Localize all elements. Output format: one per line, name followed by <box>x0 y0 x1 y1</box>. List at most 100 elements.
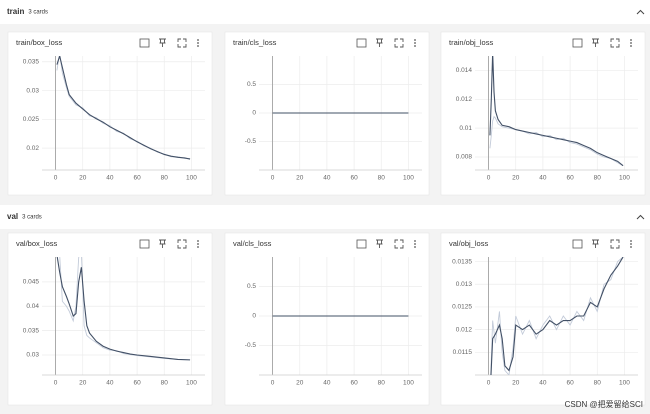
y-tick-label: 0.013 <box>456 281 473 288</box>
menu-dot[interactable] <box>630 39 632 41</box>
x-tick-label: 40 <box>106 175 114 182</box>
x-tick-label: 100 <box>186 175 197 182</box>
series-line <box>56 56 191 160</box>
x-tick-label: 60 <box>133 175 141 182</box>
expand-icon[interactable] <box>610 38 620 48</box>
x-tick-label: 0 <box>487 380 491 387</box>
y-tick-label: 0.008 <box>456 154 473 161</box>
collapse-icon[interactable] <box>636 9 645 15</box>
card-title: train/obj_loss <box>449 38 493 47</box>
x-tick-label: 80 <box>161 380 169 387</box>
series-line <box>490 257 624 375</box>
image-icon[interactable] <box>356 239 367 249</box>
y-tick-label: 0.012 <box>456 326 473 333</box>
menu-dot[interactable] <box>197 243 199 245</box>
x-tick-label: 40 <box>106 380 114 387</box>
card: train/cls_loss 0 20 40 60 80 100 -0.5 0 0.5 <box>224 31 430 196</box>
x-tick-label: 100 <box>619 175 630 182</box>
y-tick-label: 0.014 <box>456 67 473 74</box>
pin-icon[interactable] <box>376 38 383 47</box>
series-line <box>56 257 191 361</box>
pin-icon[interactable] <box>376 239 383 248</box>
card-title: val/obj_loss <box>449 239 488 248</box>
card: train/obj_loss 0 20 40 60 80 100 0.008 0.01 0.012… <box>440 31 646 196</box>
image-icon[interactable] <box>356 38 367 48</box>
x-tick-label: 0 <box>54 175 58 182</box>
section-title: train <box>7 7 24 16</box>
pin-icon[interactable] <box>159 38 166 47</box>
menu-dot[interactable] <box>414 45 416 47</box>
x-tick-label: 60 <box>566 380 574 387</box>
card: train/box_loss 0 20 40 60 80 100 0.02 0.025 0.03 0… <box>7 31 213 196</box>
menu-dot[interactable] <box>630 246 632 248</box>
x-tick-label: 80 <box>378 380 386 387</box>
card: val/cls_loss 0 20 40 60 80 100 -0.5 0 0.5 <box>224 232 430 406</box>
section-count: 3 cards <box>22 215 42 221</box>
x-tick-label: 80 <box>378 175 386 182</box>
y-tick-label: 0.035 <box>23 327 40 334</box>
menu-dot[interactable] <box>197 45 199 47</box>
y-tick-label: 0 <box>252 313 256 320</box>
x-tick-label: 80 <box>594 380 602 387</box>
expand-icon[interactable] <box>177 38 187 48</box>
x-tick-label: 0 <box>54 380 58 387</box>
x-tick-label: 100 <box>619 380 630 387</box>
pin-icon[interactable] <box>159 239 166 248</box>
y-tick-label: 0.035 <box>23 58 40 65</box>
y-tick-label: 0.045 <box>23 279 40 286</box>
y-tick-label: -0.5 <box>245 138 257 145</box>
menu-dot[interactable] <box>414 42 416 44</box>
y-tick-label: 0.5 <box>247 283 256 290</box>
image-icon[interactable] <box>572 239 583 249</box>
x-tick-label: 100 <box>186 380 197 387</box>
expand-icon[interactable] <box>394 38 404 48</box>
x-tick-label: 0 <box>487 175 491 182</box>
x-tick-label: 80 <box>594 175 602 182</box>
y-tick-label: 0.04 <box>26 303 39 310</box>
menu-dot[interactable] <box>414 39 416 41</box>
menu-dot[interactable] <box>414 246 416 248</box>
x-tick-label: 60 <box>350 175 358 182</box>
collapse-icon[interactable] <box>636 214 645 220</box>
menu-dot[interactable] <box>414 243 416 245</box>
x-tick-label: 40 <box>323 380 331 387</box>
pin-icon[interactable] <box>592 38 599 47</box>
menu-dot[interactable] <box>630 45 632 47</box>
expand-icon[interactable] <box>610 239 620 249</box>
x-tick-label: 0 <box>271 175 275 182</box>
y-tick-label: 0.0125 <box>452 304 472 311</box>
image-icon[interactable] <box>572 38 583 48</box>
menu-dot[interactable] <box>197 42 199 44</box>
menu-dot[interactable] <box>630 42 632 44</box>
menu-dot[interactable] <box>197 39 199 41</box>
x-tick-label: 80 <box>161 175 169 182</box>
x-tick-label: 100 <box>403 380 414 387</box>
x-tick-label: 20 <box>512 380 520 387</box>
pin-icon[interactable] <box>592 239 599 248</box>
card-title: train/cls_loss <box>233 38 277 47</box>
menu-dot[interactable] <box>197 240 199 242</box>
x-tick-label: 0 <box>271 380 275 387</box>
x-tick-label: 20 <box>296 175 304 182</box>
x-tick-label: 40 <box>323 175 331 182</box>
image-icon[interactable] <box>139 239 150 249</box>
menu-dot[interactable] <box>630 243 632 245</box>
watermark: CSDN @把爱留给SCI <box>565 399 643 409</box>
y-tick-label: 0.012 <box>456 96 473 103</box>
card: val/obj_loss 0 20 40 60 80 100 0.0115 0.012 0.012… <box>440 232 646 406</box>
menu-dot[interactable] <box>197 246 199 248</box>
image-icon[interactable] <box>139 38 150 48</box>
section-header <box>0 0 650 24</box>
expand-icon[interactable] <box>394 239 404 249</box>
menu-dot[interactable] <box>630 240 632 242</box>
y-tick-label: 0 <box>252 110 256 117</box>
x-tick-label: 20 <box>296 380 304 387</box>
menu-dot[interactable] <box>414 240 416 242</box>
x-tick-label: 40 <box>539 175 547 182</box>
x-tick-label: 60 <box>566 175 574 182</box>
card-title: train/box_loss <box>16 38 63 47</box>
expand-icon[interactable] <box>177 239 187 249</box>
x-tick-label: 40 <box>539 380 547 387</box>
y-tick-label: 0.0115 <box>453 349 473 356</box>
y-tick-label: -0.5 <box>245 342 257 349</box>
